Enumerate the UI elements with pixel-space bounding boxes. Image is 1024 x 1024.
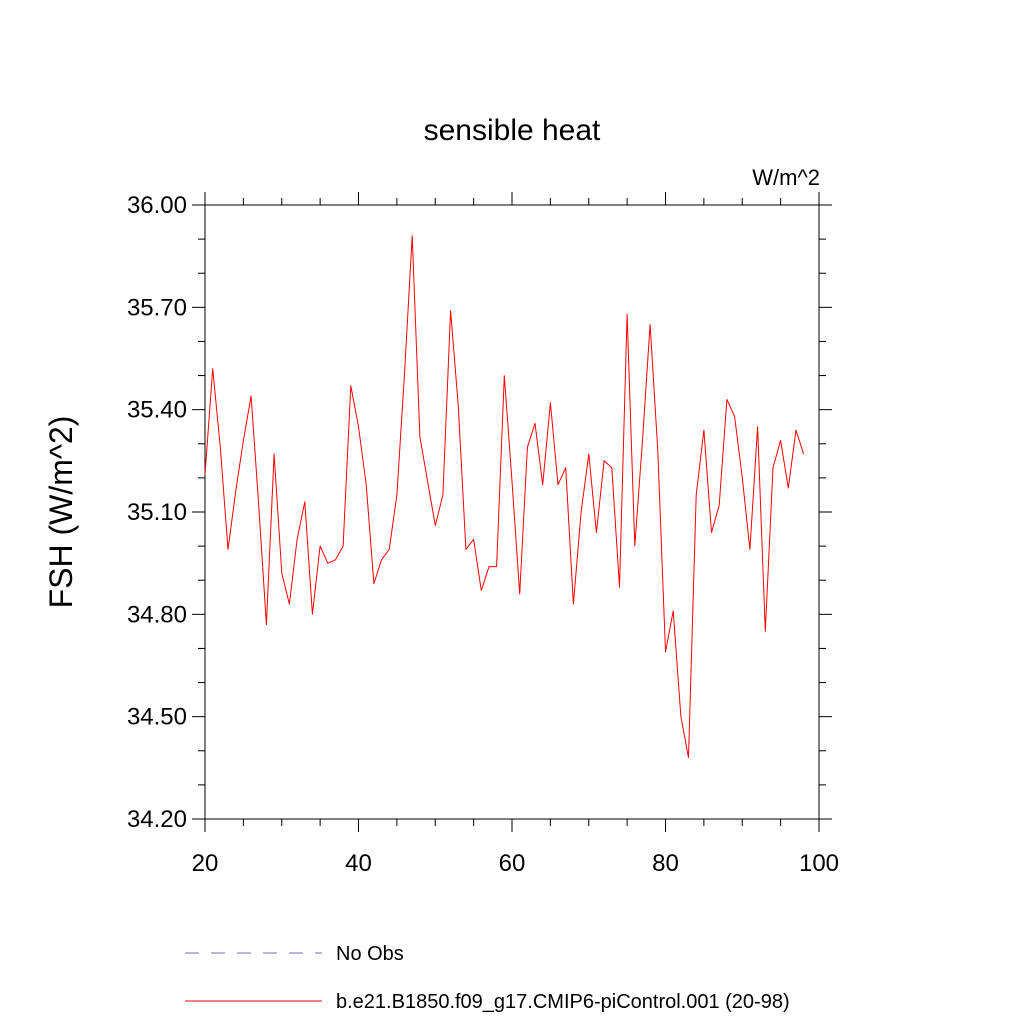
axis-ticks bbox=[192, 192, 832, 832]
legend: No Obs b.e21.B1850.f09_g17.CMIP6-piContro… bbox=[185, 943, 790, 1013]
y-tick-label: 34.80 bbox=[127, 601, 187, 628]
y-axis-label: FSH (W/m^2) bbox=[43, 416, 79, 609]
legend-label: b.e21.B1850.f09_g17.CMIP6-piControl.001 … bbox=[336, 991, 790, 1013]
y-tick-label: 36.00 bbox=[127, 192, 187, 219]
x-tick-label: 20 bbox=[192, 850, 219, 877]
series-group bbox=[204, 235, 805, 759]
x-tick-label: 60 bbox=[499, 850, 526, 877]
legend-label: No Obs bbox=[336, 943, 404, 965]
plot-frame bbox=[204, 204, 820, 820]
chart-title: sensible heat bbox=[424, 114, 601, 147]
y-tick-label: 35.10 bbox=[127, 499, 187, 526]
y-tick-label: 35.70 bbox=[127, 294, 187, 321]
y-tick-label: 34.20 bbox=[127, 806, 187, 833]
y-tick-label: 34.50 bbox=[127, 704, 187, 731]
series-line bbox=[204, 235, 805, 759]
x-tick-label: 40 bbox=[345, 850, 372, 877]
axis-tick-labels: 20 40 60 80 100 34.20 34.50 34.80 35.10 35.40 35.7… bbox=[127, 192, 839, 877]
x-tick-label: 80 bbox=[652, 850, 679, 877]
y-tick-label: 35.40 bbox=[127, 397, 187, 424]
x-tick-label: 100 bbox=[799, 850, 839, 877]
units-label: W/m^2 bbox=[752, 165, 820, 190]
